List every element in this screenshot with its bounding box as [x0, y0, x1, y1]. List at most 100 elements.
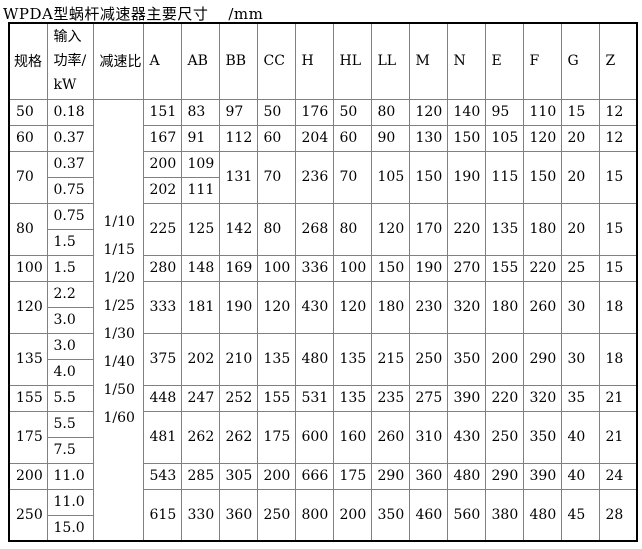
- table-body: 50 0.18 1/10 1/15 1/20 1/25 1/30 1/40 1/50…: [8, 98, 638, 542]
- dim-cell-N: 190: [446, 150, 486, 204]
- table-row: 15.0: [9, 514, 637, 542]
- dim-cell-E: 135: [484, 202, 524, 256]
- dim-cell-BB: 252: [218, 384, 258, 412]
- power-cell: 7.5: [46, 436, 94, 464]
- dim-cell-A: 543: [142, 462, 182, 490]
- dim-cell-E: 200: [484, 332, 524, 386]
- header-dim-A: A: [142, 22, 182, 100]
- dim-cell-F: 260: [522, 280, 562, 334]
- dim-cell-F: 120: [522, 124, 562, 152]
- header-dim-LL: LL: [370, 22, 410, 100]
- dim-cell-M: 275: [408, 384, 448, 412]
- table-row: 70 0.37 200 109 131 70 236 70 105 150 190 115 150 20 1…: [8, 150, 638, 204]
- table-row: 200 11.0 543 285 305 200 666 175 290 360 480 290 390…: [8, 462, 638, 490]
- power-cell: 3.0: [46, 332, 94, 360]
- spec-cell: 60: [8, 124, 48, 152]
- header-dim-Z: Z: [598, 22, 638, 100]
- power-cell: 1.5: [46, 228, 94, 256]
- dim-cell-HL: 135: [332, 384, 372, 412]
- dim-cell-H: 666: [294, 462, 334, 490]
- dim-cell-BB: 360: [218, 488, 258, 542]
- spec-cell: 70: [8, 150, 48, 204]
- dim-cell-H: 204: [294, 124, 334, 152]
- table-row: 100 1.5 280 148 169 100 336 100 150 190 270 155 220 2…: [8, 254, 638, 282]
- power-cell: 1.5: [46, 254, 94, 282]
- dim-cell-F: 180: [522, 202, 562, 256]
- dim-cell-F: 110: [522, 98, 562, 126]
- dim-cell-F: 220: [522, 254, 562, 282]
- dim-cell-LL: 120: [370, 202, 410, 256]
- spec-cell: 155: [8, 384, 48, 412]
- dim-cell-CC: 60: [256, 124, 296, 152]
- dim-cell-HL: 175: [332, 462, 372, 490]
- dim-cell-AB: 111: [180, 176, 220, 204]
- dim-cell-N: 350: [446, 332, 486, 386]
- dim-cell-AB: 247: [180, 384, 220, 412]
- dim-cell-CC: 80: [256, 202, 296, 256]
- dim-cell-A: 225: [142, 202, 182, 256]
- dim-cell-HL: 120: [332, 280, 372, 334]
- dim-cell-AB: 202: [180, 332, 220, 386]
- spec-cell: 80: [8, 202, 48, 256]
- dim-cell-AB: 91: [180, 124, 220, 152]
- dim-cell-E: 105: [484, 124, 524, 152]
- dim-cell-Z: 18: [598, 332, 638, 386]
- dim-cell-E: 220: [484, 384, 524, 412]
- dim-cell-H: 800: [294, 488, 334, 542]
- dim-cell-CC: 100: [256, 254, 296, 282]
- dim-cell-G: 45: [560, 488, 600, 542]
- dim-cell-HL: 70: [332, 150, 372, 204]
- dim-cell-A: 202: [142, 176, 182, 204]
- dim-cell-N: 480: [446, 462, 486, 490]
- dim-cell-BB: 112: [218, 124, 258, 152]
- header-spec: 规格: [8, 22, 48, 100]
- power-cell: 0.75: [46, 176, 94, 204]
- power-cell: 11.0: [46, 488, 94, 516]
- dim-cell-H: 236: [294, 150, 334, 204]
- dim-cell-N: 560: [446, 488, 486, 542]
- power-cell: 5.5: [46, 384, 94, 412]
- dim-cell-N: 220: [446, 202, 486, 256]
- dim-cell-G: 20: [560, 202, 600, 256]
- spec-cell: 120: [8, 280, 48, 334]
- header-dim-G: G: [560, 22, 600, 100]
- header-dim-HL: HL: [332, 22, 372, 100]
- dim-cell-HL: 80: [332, 202, 372, 256]
- dim-cell-A: 481: [142, 410, 182, 464]
- dim-cell-M: 230: [408, 280, 448, 334]
- dim-cell-H: 268: [294, 202, 334, 256]
- power-cell: 0.37: [46, 150, 94, 178]
- dim-cell-AB: 83: [180, 98, 220, 126]
- dim-cell-HL: 135: [332, 332, 372, 386]
- header-dim-BB: BB: [218, 22, 258, 100]
- dim-cell-LL: 105: [370, 150, 410, 204]
- dim-cell-HL: 100: [332, 254, 372, 282]
- power-cell: 4.0: [46, 358, 94, 386]
- dim-cell-H: 531: [294, 384, 334, 412]
- dim-cell-G: 35: [560, 384, 600, 412]
- dim-cell-Z: 15: [598, 150, 638, 204]
- dim-cell-E: 115: [484, 150, 524, 204]
- dim-cell-BB: 305: [218, 462, 258, 490]
- dim-cell-CC: 120: [256, 280, 296, 334]
- dim-cell-H: 480: [294, 332, 334, 386]
- dim-cell-Z: 15: [598, 254, 638, 282]
- dim-cell-A: 151: [142, 98, 182, 126]
- dim-cell-E: 290: [484, 462, 524, 490]
- dim-cell-M: 150: [408, 150, 448, 204]
- dim-cell-A: 375: [142, 332, 182, 386]
- table-row: 3.0: [9, 306, 637, 334]
- dim-cell-AB: 125: [180, 202, 220, 256]
- dim-cell-HL: 200: [332, 488, 372, 542]
- power-cell: 11.0: [46, 462, 94, 490]
- table-row: 4.0: [9, 358, 637, 386]
- dim-cell-M: 170: [408, 202, 448, 256]
- dim-cell-F: 480: [522, 488, 562, 542]
- dim-cell-Z: 15: [598, 202, 638, 256]
- dim-cell-CC: 155: [256, 384, 296, 412]
- dim-cell-M: 310: [408, 410, 448, 464]
- dim-cell-LL: 235: [370, 384, 410, 412]
- dim-cell-LL: 150: [370, 254, 410, 282]
- spec-cell: 200: [8, 462, 48, 490]
- table-row: 60 0.37 167 91 112 60 204 60 90 130 150 105 120 20 12: [8, 124, 638, 152]
